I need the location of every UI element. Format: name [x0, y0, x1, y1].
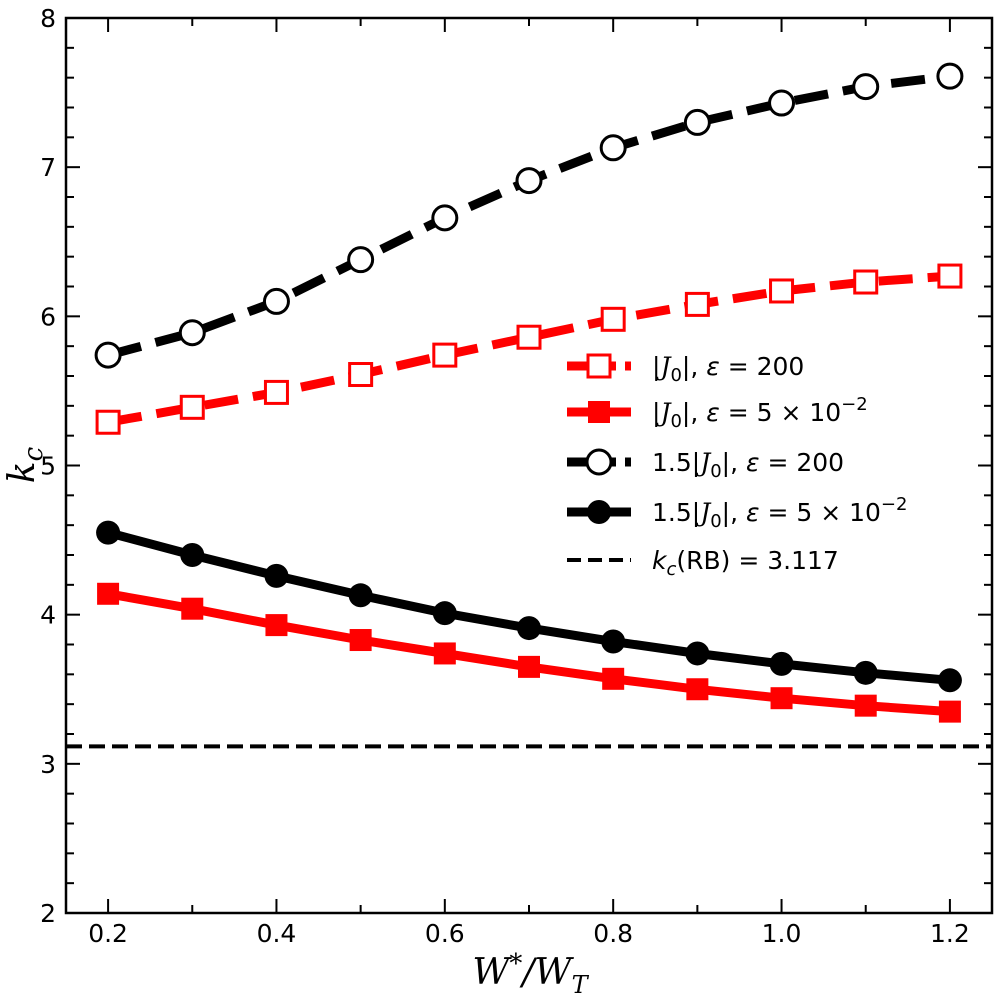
y-tick-label: 8 [40, 4, 56, 33]
data-point [770, 687, 793, 710]
data-point [686, 678, 709, 701]
legend-label: 1.5|J0|, ε = 5 × 10−2 [652, 494, 907, 532]
legend-label: |J0|, ε = 5 × 10−2 [652, 394, 868, 432]
data-point [602, 667, 625, 690]
data-point [178, 319, 206, 347]
y-tick-label: 4 [40, 601, 56, 630]
x-tick-label: 0.8 [593, 919, 633, 948]
data-point [263, 379, 289, 405]
data-point [585, 448, 613, 476]
data-point [180, 543, 205, 567]
data-point [600, 306, 626, 332]
data-point [854, 694, 877, 717]
data-point [181, 597, 204, 620]
y-tick-label: 6 [40, 302, 56, 331]
data-point [432, 601, 457, 626]
data-point [936, 62, 964, 90]
x-tick-label: 1.0 [762, 919, 802, 948]
data-point [601, 629, 626, 654]
data-point [348, 362, 374, 388]
data-point [96, 520, 121, 545]
data-point [432, 342, 458, 368]
data-point [852, 73, 880, 101]
data-point [347, 246, 375, 274]
series-line-1 [107, 271, 951, 427]
data-point [516, 324, 542, 350]
data-point [179, 394, 205, 420]
y-axis-label: kc [2, 446, 49, 483]
x-tick-label: 1.2 [930, 919, 970, 948]
data-point [517, 616, 541, 641]
x-axis-label: W*/WT [472, 949, 589, 996]
x-tick-label: 0.2 [88, 919, 128, 948]
data-point [588, 401, 610, 423]
data-point [853, 660, 878, 685]
data-point [853, 269, 879, 295]
data-point [587, 500, 611, 524]
x-tick-label: 0.6 [425, 919, 465, 948]
data-point [348, 583, 373, 608]
legend: |J0|, ε = 200 |J0|, ε = 5 × 10−2 1.5|J0|, … [567, 352, 907, 580]
data-point [768, 89, 796, 117]
y-tick-label: 7 [40, 153, 56, 182]
axes: 0.2 0.4 0.6 0.8 1.0 1.2 2 3 4 5 6 7 8 W*/WT kc [2, 4, 994, 996]
data-point [515, 167, 543, 195]
legend-label: 1.5|J0|, ε = 200 [652, 448, 844, 482]
legend-label: kc(RB) = 3.117 [652, 546, 839, 580]
data-point [938, 700, 961, 723]
y-tick-label: 2 [40, 899, 56, 928]
data-point [97, 582, 120, 605]
data-point [769, 651, 794, 676]
plot-area [66, 62, 992, 749]
data-point [518, 655, 540, 678]
data-point [937, 668, 962, 693]
data-point [264, 563, 289, 588]
data-point [769, 278, 795, 304]
data-point [265, 614, 288, 637]
data-point [586, 353, 612, 379]
data-point [431, 204, 459, 232]
data-point [685, 641, 710, 666]
data-point [94, 341, 122, 369]
data-point [349, 629, 372, 652]
y-tick-label: 3 [40, 750, 56, 779]
y-tick-label: 5 [40, 452, 56, 481]
legend-label: |J0|, ε = 200 [652, 352, 804, 386]
data-point [433, 642, 456, 665]
data-point [95, 409, 121, 435]
data-point [937, 263, 963, 289]
data-point [262, 287, 290, 315]
data-point [684, 291, 710, 317]
data-point [683, 108, 711, 136]
x-tick-label: 0.4 [257, 919, 297, 948]
data-point [599, 134, 627, 162]
